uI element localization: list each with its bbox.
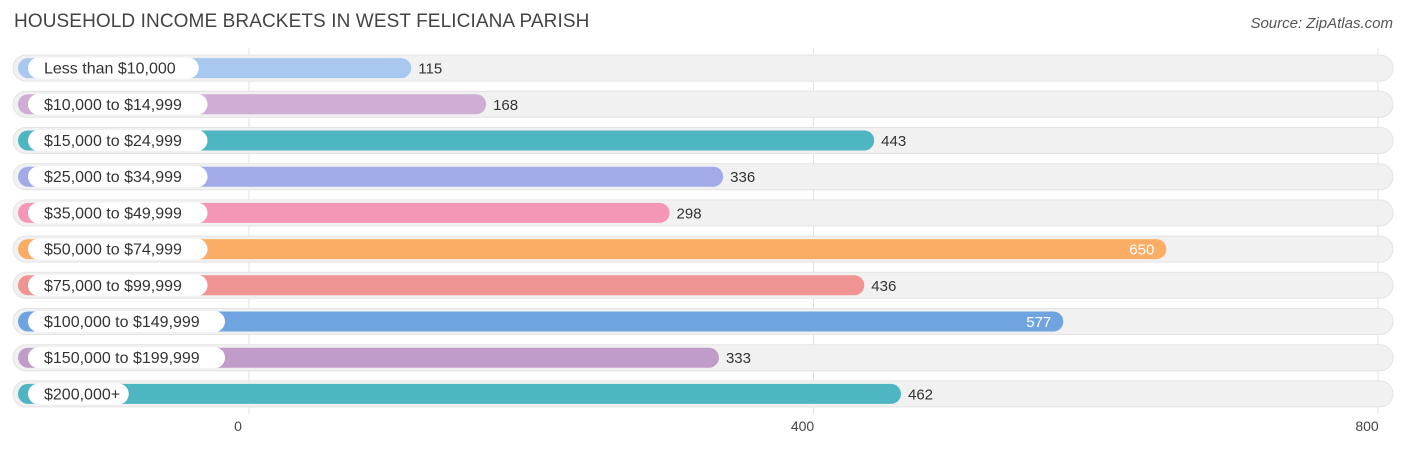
category-label: $25,000 to $34,999 — [44, 169, 182, 186]
value-label: 650 — [1129, 242, 1154, 259]
category-label-pill — [28, 383, 129, 405]
x-tick-label: 0 — [234, 418, 242, 434]
source-label: Source: ZipAtlas.com — [1250, 15, 1393, 32]
category-label: Less than $10,000 — [44, 61, 176, 78]
category-label-pill — [28, 57, 199, 79]
category-label-pill — [28, 166, 208, 188]
category-label-pill — [28, 130, 208, 151]
bar-row: $75,000 to $99,999 436 — [12, 271, 1394, 299]
category-label: $50,000 to $74,999 — [44, 242, 182, 259]
bar — [18, 239, 1167, 260]
category-label-pill — [28, 238, 208, 260]
bar-row: $10,000 to $14,999 168 — [12, 90, 1394, 118]
value-label: 336 — [730, 169, 755, 186]
category-label-pill — [28, 347, 225, 369]
chart-title: HOUSEHOLD INCOME BRACKETS IN WEST FELICI… — [14, 11, 590, 32]
category-label: $10,000 to $14,999 — [44, 97, 182, 114]
category-label: $200,000+ — [44, 386, 120, 403]
category-label-pill — [28, 202, 208, 224]
bar-row: $25,000 to $34,999 336 — [12, 163, 1394, 191]
bar — [18, 130, 875, 151]
bar-row: $150,000 to $199,999 333 — [12, 344, 1394, 372]
value-label: 168 — [493, 97, 518, 114]
bar — [18, 311, 1064, 332]
value-label: 333 — [726, 350, 751, 367]
category-label: $35,000 to $49,999 — [44, 205, 182, 222]
category-label: $100,000 to $149,999 — [44, 314, 200, 331]
value-label: 298 — [677, 205, 702, 222]
value-label: 462 — [908, 386, 933, 403]
value-label: 436 — [871, 278, 896, 295]
category-label-pill — [28, 93, 208, 115]
bar-row: $15,000 to $24,999 443 — [12, 127, 1394, 154]
value-label: 115 — [418, 61, 442, 78]
category-label-pill — [28, 311, 225, 332]
bar-row: $200,000+ 462 — [12, 380, 1394, 408]
category-label: $15,000 to $24,999 — [44, 133, 182, 150]
category-label: $150,000 to $199,999 — [44, 350, 200, 367]
bar — [18, 275, 865, 296]
bar-row: Less than $10,000 115 — [12, 54, 1394, 82]
bar-row: $50,000 to $74,999 650 — [12, 235, 1394, 263]
value-label: 443 — [881, 133, 906, 150]
category-label: $75,000 to $99,999 — [44, 278, 182, 295]
x-tick-label: 800 — [1355, 418, 1379, 434]
x-tick-label: 400 — [791, 418, 815, 434]
value-label: 577 — [1026, 314, 1051, 331]
bar-row: $100,000 to $149,999 577 — [12, 308, 1394, 335]
bar-row: $35,000 to $49,999 298 — [12, 199, 1394, 227]
category-label-pill — [28, 274, 208, 296]
bar — [18, 383, 901, 404]
